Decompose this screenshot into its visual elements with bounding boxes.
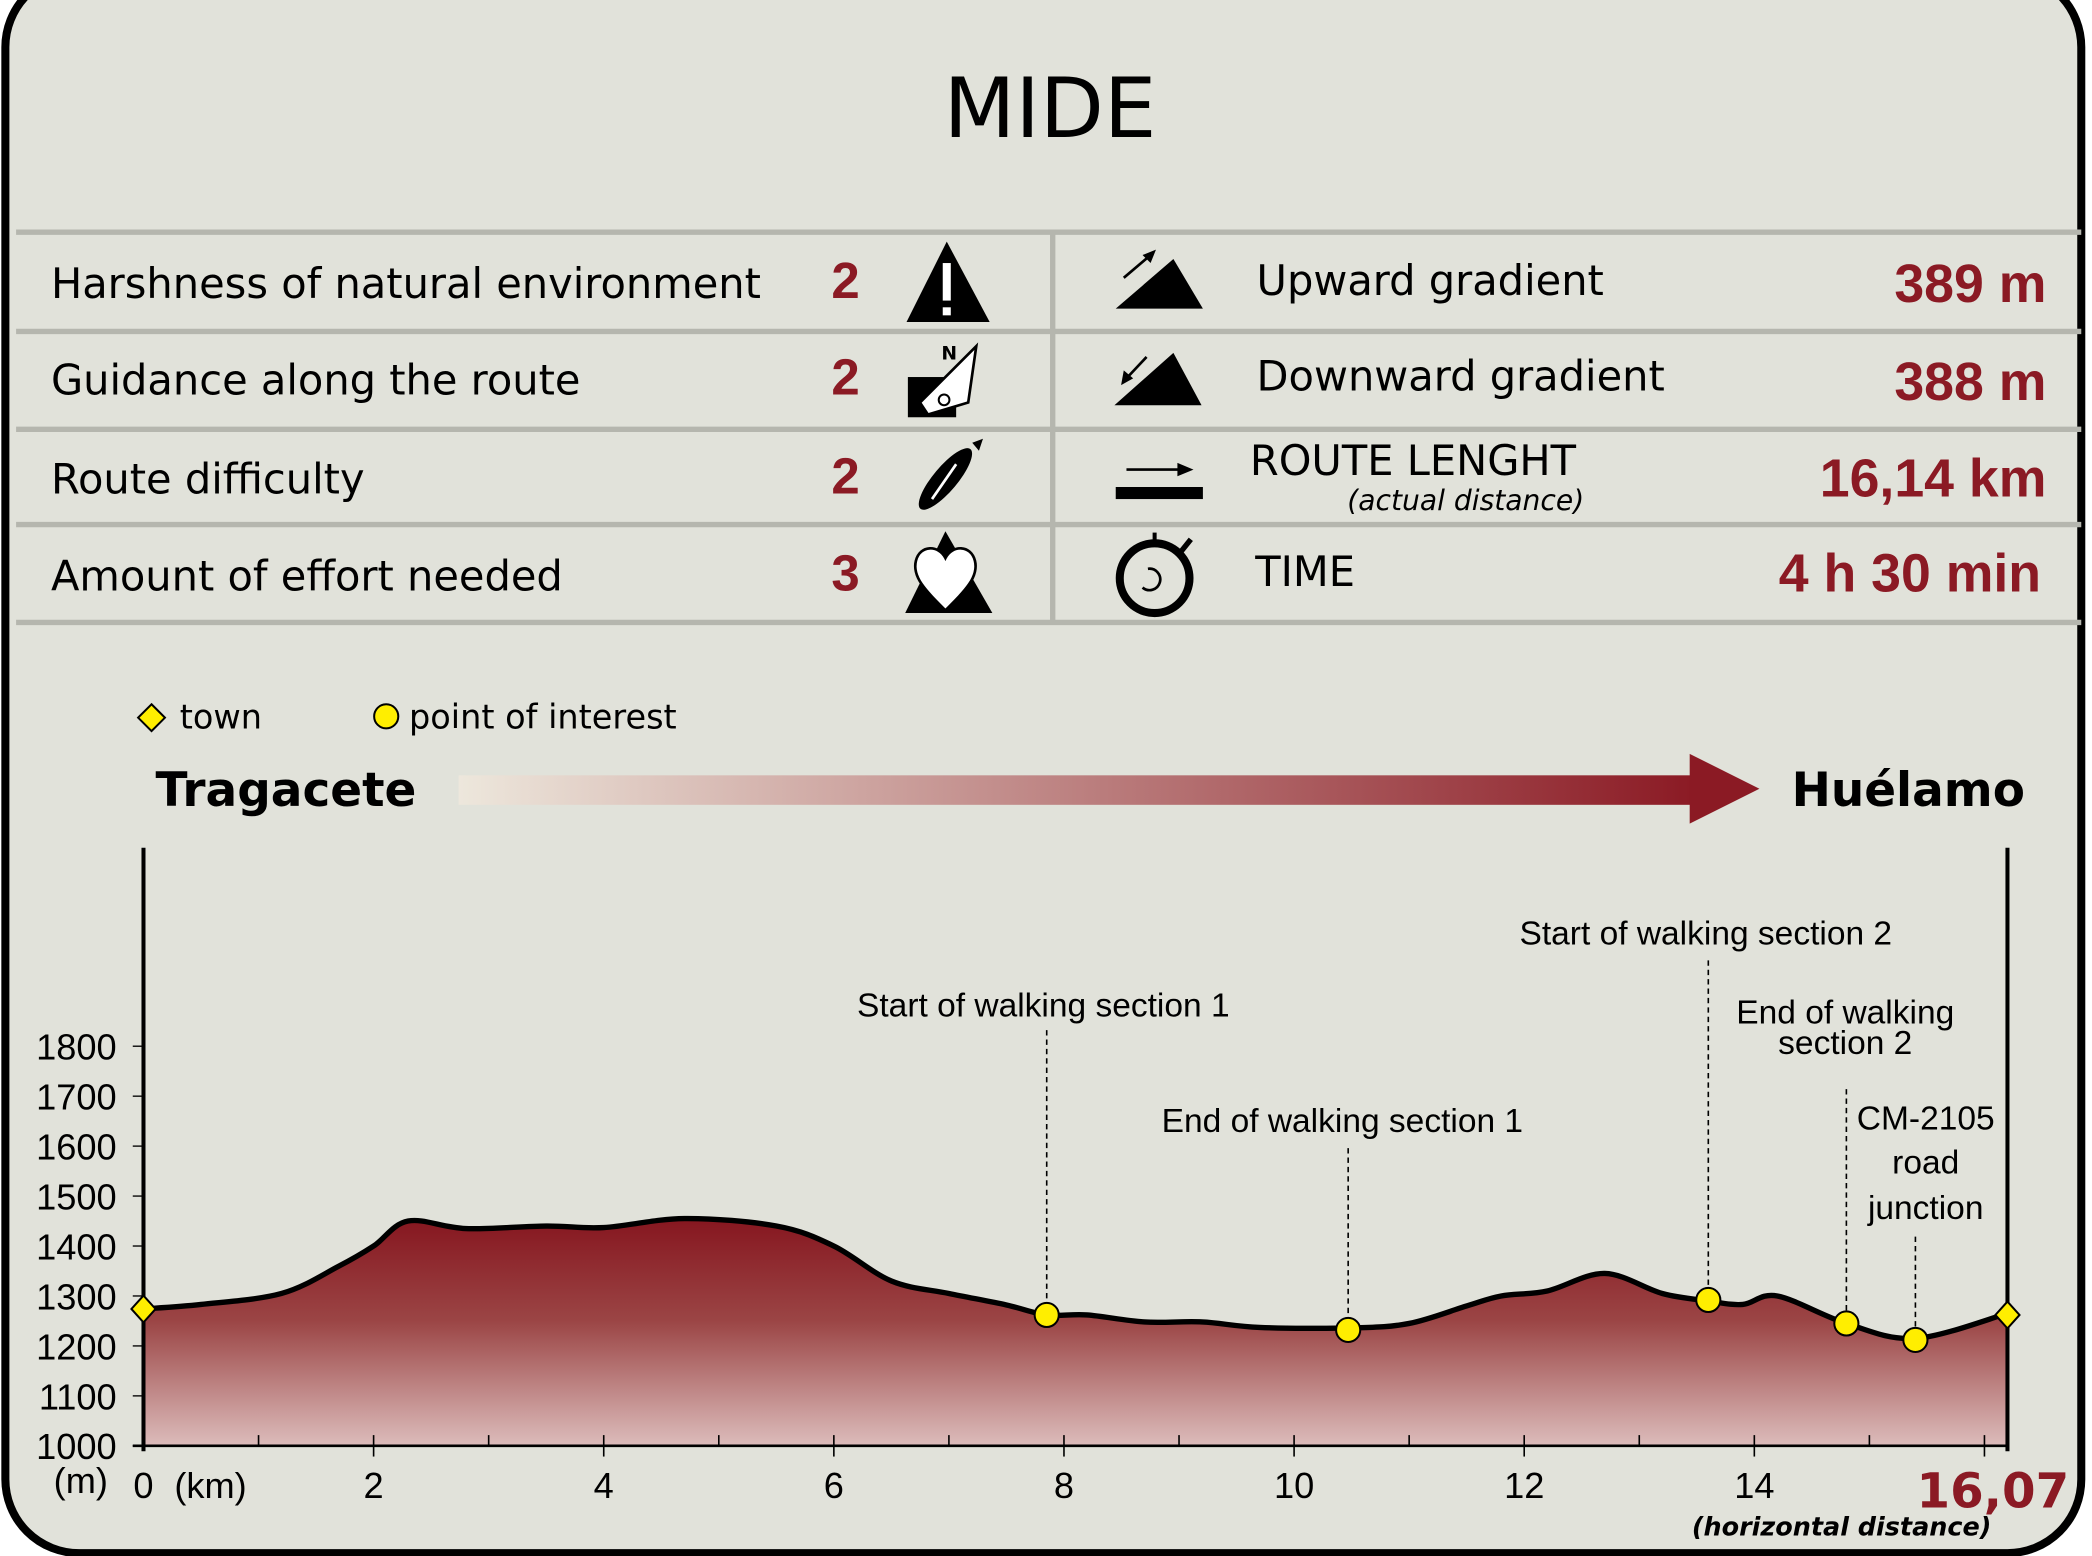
stat-sublabel: (actual distance) xyxy=(1347,484,1584,517)
route-length-icon xyxy=(1115,462,1203,500)
y-tick-label: 1800 xyxy=(36,1027,117,1068)
poi-marker xyxy=(1033,1301,1060,1329)
page-title: MIDE xyxy=(944,60,1157,157)
poi-label: End of walking xyxy=(1736,994,1954,1031)
mide-row-difficulty: Route difficulty 2 xyxy=(51,438,983,510)
mide-label: Amount of effort needed xyxy=(51,551,563,600)
y-tick-label: 1500 xyxy=(36,1176,117,1217)
downward-gradient-icon xyxy=(1114,352,1202,406)
poi-label: End of walking section 1 xyxy=(1162,1103,1523,1140)
poi-label: Start of walking section 2 xyxy=(1519,915,1892,952)
y-tick-label: 1000 xyxy=(36,1426,117,1467)
poi-marker xyxy=(1902,1326,1929,1354)
poi-marker xyxy=(1335,1316,1362,1344)
x-tick-label: 6 xyxy=(824,1465,844,1506)
poi-label: section 2 xyxy=(1778,1025,1912,1062)
alert-mountain-icon xyxy=(906,241,990,323)
legend: town point of interest xyxy=(136,697,677,736)
poi-marker-icon xyxy=(373,703,400,730)
stat-label: ROUTE LENGHT xyxy=(1250,436,1577,485)
heart-mountain-icon xyxy=(905,531,993,614)
x-tick-label: 14 xyxy=(1734,1465,1774,1506)
elevation-area xyxy=(143,1218,2008,1446)
stat-label: TIME xyxy=(1254,547,1355,596)
upward-gradient-icon xyxy=(1115,249,1203,309)
stat-row-time: TIME 4 h 30 min xyxy=(1115,532,2041,618)
direction-arrow xyxy=(458,753,1760,824)
stopwatch-icon xyxy=(1115,532,1194,618)
stat-row-upward: Upward gradient 389 m xyxy=(1115,249,2046,314)
footprint-icon xyxy=(918,438,983,510)
stat-value: 4 h 30 min xyxy=(1779,544,2041,604)
stat-row-length: ROUTE LENGHT (actual distance) 16,14 km xyxy=(1115,436,2047,517)
poi-label: road xyxy=(1892,1145,1959,1182)
stat-value: 16,14 km xyxy=(1820,448,2047,508)
stat-value: 388 m xyxy=(1894,352,2046,412)
x-tick-label: 10 xyxy=(1274,1465,1314,1506)
x-unit-label: (km) xyxy=(174,1465,246,1506)
mide-value: 2 xyxy=(831,252,859,309)
mide-table xyxy=(16,229,2082,626)
y-unit-label: (m) xyxy=(54,1460,108,1501)
mide-label: Route difficulty xyxy=(51,455,365,504)
mide-row-effort: Amount of effort needed 3 xyxy=(51,531,993,614)
y-tick-label: 1400 xyxy=(36,1226,117,1267)
compass-needle-icon: N xyxy=(907,342,979,418)
town-marker xyxy=(130,1294,157,1324)
poi-marker xyxy=(1833,1310,1860,1337)
legend-poi: point of interest xyxy=(409,697,677,736)
stat-label: Downward gradient xyxy=(1257,351,1665,400)
poi-label: junction xyxy=(1867,1190,1984,1227)
town-marker xyxy=(1994,1300,2021,1330)
y-tick-label: 1300 xyxy=(36,1276,117,1317)
route-start: Tragacete xyxy=(156,763,417,818)
mide-row-guidance: Guidance along the route 2 N xyxy=(51,342,979,418)
stat-row-downward: Downward gradient 388 m xyxy=(1114,351,2046,412)
x-tick-label: 12 xyxy=(1504,1465,1544,1506)
route-end: Huélamo xyxy=(1792,763,2025,818)
total-distance-note: (horizontal distance) xyxy=(1692,1513,1992,1543)
x-tick-label: 4 xyxy=(594,1465,614,1506)
mide-value: 2 xyxy=(831,448,859,505)
mide-value: 3 xyxy=(831,544,859,601)
total-distance: 16,07 xyxy=(1917,1464,2070,1520)
x-tick-label: 0 xyxy=(133,1465,153,1506)
y-tick-label: 1200 xyxy=(36,1326,117,1367)
x-tick-label: 2 xyxy=(364,1465,384,1506)
elevation-chart: 1000 1100 1200 1300 1400 1500 1600 1700 1800 0 2 4 6… xyxy=(36,847,2021,1506)
stat-label: Upward gradient xyxy=(1257,256,1604,305)
mide-label: Harshness of natural environment xyxy=(51,259,761,308)
poi-label: Start of walking section 1 xyxy=(857,988,1230,1025)
svg-text:N: N xyxy=(941,344,957,365)
stat-value: 389 m xyxy=(1894,254,2046,314)
y-tick-label: 1700 xyxy=(36,1077,117,1118)
poi-marker xyxy=(1695,1286,1722,1314)
poi-label: CM-2105 xyxy=(1857,1100,1995,1137)
mide-label: Guidance along the route xyxy=(51,355,581,404)
town-marker-icon xyxy=(136,702,167,733)
x-tick-label: 8 xyxy=(1054,1465,1074,1506)
legend-town: town xyxy=(180,697,262,736)
mide-row-harshness: Harshness of natural environment 2 xyxy=(51,241,990,323)
mide-value: 2 xyxy=(831,348,859,405)
y-tick-label: 1100 xyxy=(39,1376,117,1417)
y-tick-label: 1600 xyxy=(36,1127,117,1168)
